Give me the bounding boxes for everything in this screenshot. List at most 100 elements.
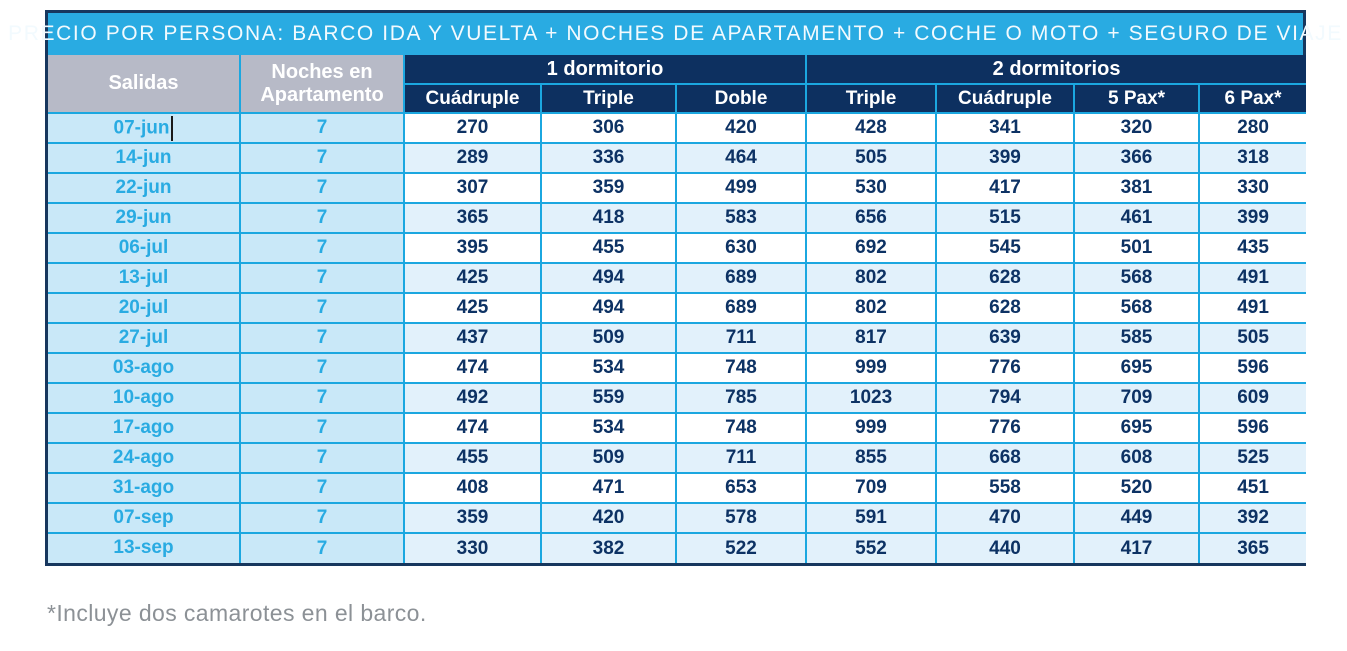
price-cell: 802 (805, 292, 938, 324)
price-cell: 471 (540, 472, 677, 504)
price-table: Salidas Noches en Apartamento 1 dormitor… (48, 55, 1307, 563)
price-cell: 711 (674, 322, 808, 354)
departure-date: 06-jul (118, 236, 169, 258)
noches-header: Noches en Apartamento (239, 55, 405, 114)
departure-date-cell: 07-sep (48, 502, 241, 534)
price-cell: 534 (540, 412, 677, 444)
price-cell: 559 (540, 382, 677, 414)
price-cell: 748 (674, 412, 808, 444)
departure-date: 13-jul (118, 266, 169, 288)
nights-cell: 7 (239, 472, 405, 504)
price-cell: 318 (1198, 142, 1307, 174)
price-cell: 785 (674, 382, 808, 414)
price-cell: 320 (1073, 112, 1201, 144)
price-cell: 341 (935, 112, 1076, 144)
price-cell: 336 (540, 142, 677, 174)
departure-date: 17-ago (112, 416, 175, 438)
price-cell: 494 (540, 262, 677, 294)
departure-date: 29-jun (115, 206, 172, 228)
departure-date: 07-jun (113, 117, 170, 138)
nights-cell: 7 (239, 142, 405, 174)
table-row: 13-sep 7 330 382 522 552 440 417 365 (48, 532, 1307, 563)
departure-date-cell: 14-jun (48, 142, 241, 174)
price-cell: 509 (540, 442, 677, 474)
departure-date: 22-jun (115, 176, 172, 198)
departure-date-cell[interactable]: 07-jun (48, 112, 241, 144)
departure-date: 31-ago (112, 476, 175, 498)
price-cell: 499 (674, 172, 808, 204)
price-cell: 609 (1198, 382, 1307, 414)
table-row: 14-jun 7 289 336 464 505 399 366 318 (48, 142, 1307, 174)
price-cell: 449 (1073, 502, 1201, 534)
price-cell: 558 (935, 472, 1076, 504)
nights-cell: 7 (239, 322, 405, 354)
departure-date: 27-jul (118, 326, 169, 348)
price-cell: 520 (1073, 472, 1201, 504)
price-cell: 435 (1198, 232, 1307, 264)
departure-date-cell: 27-jul (48, 322, 241, 354)
nights-cell: 7 (239, 262, 405, 294)
price-cell: 999 (805, 412, 938, 444)
price-cell: 522 (674, 532, 808, 563)
price-cell: 420 (674, 112, 808, 144)
price-cell: 492 (403, 382, 542, 414)
table-row: 29-jun 7 365 418 583 656 515 461 399 (48, 202, 1307, 234)
price-cell: 399 (935, 142, 1076, 174)
price-cell: 307 (403, 172, 542, 204)
table-row: 27-jul 7 437 509 711 817 639 585 505 (48, 322, 1307, 354)
price-cell: 306 (540, 112, 677, 144)
price-cell: 437 (403, 322, 542, 354)
footnote: *Incluye dos camarotes en el barco. (47, 600, 427, 626)
sub-header-2d-5pax: 5 Pax* (1073, 83, 1201, 114)
nights-cell: 7 (239, 382, 405, 414)
price-cell: 289 (403, 142, 542, 174)
price-cell: 855 (805, 442, 938, 474)
price-cell: 359 (403, 502, 542, 534)
departure-date-cell: 22-jun (48, 172, 241, 204)
departure-date: 07-sep (113, 506, 174, 528)
sub-header-1d-triple: Triple (540, 83, 677, 114)
price-cell: 330 (1198, 172, 1307, 204)
price-cell: 596 (1198, 352, 1307, 384)
group-header-2-dormitorios: 2 dormitorios (805, 55, 1307, 85)
price-cell: 695 (1073, 352, 1201, 384)
price-cell: 608 (1073, 442, 1201, 474)
price-cell: 470 (935, 502, 1076, 534)
departure-date: 13-sep (113, 537, 174, 559)
price-cell: 505 (1198, 322, 1307, 354)
departure-date: 10-ago (112, 386, 175, 408)
price-cell: 709 (1073, 382, 1201, 414)
nights-cell: 7 (239, 202, 405, 234)
table-row: 31-ago 7 408 471 653 709 558 520 451 (48, 472, 1307, 504)
price-cell: 418 (540, 202, 677, 234)
price-cell: 425 (403, 292, 542, 324)
departure-date: 24-ago (112, 446, 175, 468)
price-cell: 628 (935, 292, 1076, 324)
price-cell: 280 (1198, 112, 1307, 144)
price-cell: 365 (1198, 532, 1307, 563)
price-cell: 1023 (805, 382, 938, 414)
nights-cell: 7 (239, 232, 405, 264)
price-cell: 525 (1198, 442, 1307, 474)
price-cell: 451 (1198, 472, 1307, 504)
table-row: 13-jul 7 425 494 689 802 628 568 491 (48, 262, 1307, 294)
price-cell: 776 (935, 352, 1076, 384)
price-cell: 578 (674, 502, 808, 534)
price-cell: 656 (805, 202, 938, 234)
price-cell: 695 (1073, 412, 1201, 444)
table-row: 03-ago 7 474 534 748 999 776 695 596 (48, 352, 1307, 384)
price-cell: 534 (540, 352, 677, 384)
price-cell: 630 (674, 232, 808, 264)
nights-cell: 7 (239, 502, 405, 534)
departure-date-cell: 13-jul (48, 262, 241, 294)
price-cell: 552 (805, 532, 938, 563)
departure-date-cell: 06-jul (48, 232, 241, 264)
price-cell: 591 (805, 502, 938, 534)
price-cell: 689 (674, 262, 808, 294)
price-cell: 545 (935, 232, 1076, 264)
price-cell: 585 (1073, 322, 1201, 354)
price-cell: 494 (540, 292, 677, 324)
departure-date-cell: 03-ago (48, 352, 241, 384)
table-row: 10-ago 7 492 559 785 1023 794 709 609 (48, 382, 1307, 414)
price-cell: 668 (935, 442, 1076, 474)
